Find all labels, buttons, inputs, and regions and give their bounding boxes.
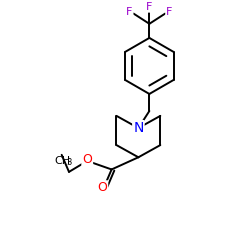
Text: F: F	[146, 2, 152, 12]
Text: 3: 3	[66, 158, 71, 167]
Text: F: F	[126, 6, 132, 16]
Text: CH: CH	[54, 156, 70, 166]
Text: O: O	[98, 181, 107, 194]
Text: N: N	[133, 121, 143, 135]
Text: O: O	[82, 153, 92, 166]
Text: F: F	[166, 6, 172, 16]
